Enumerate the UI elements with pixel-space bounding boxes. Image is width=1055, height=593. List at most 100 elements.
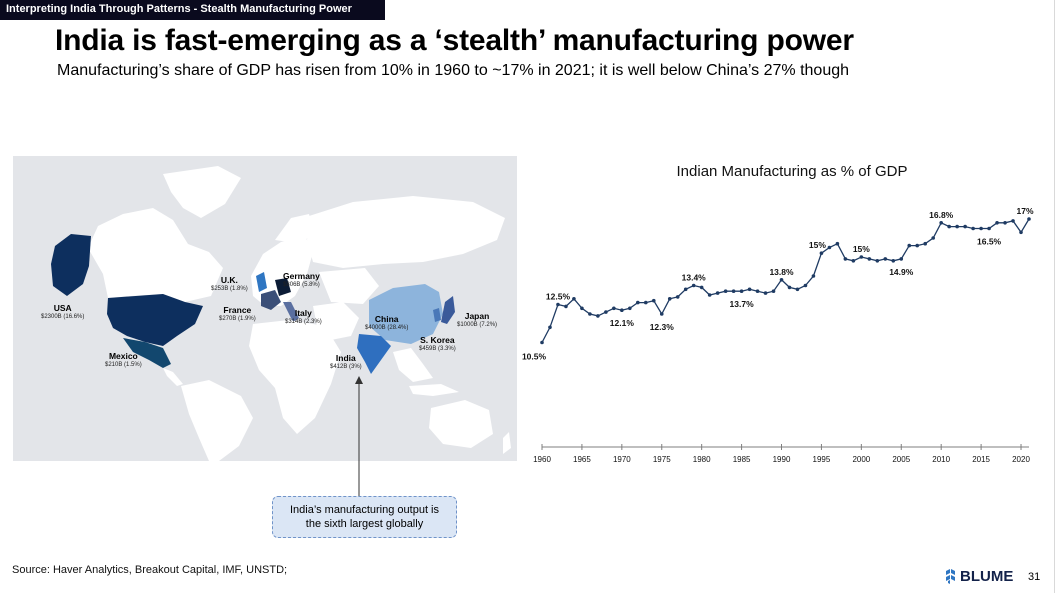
data-point: [971, 226, 975, 231]
label-india: India $412B (3%): [330, 353, 362, 370]
france-shape: [261, 290, 281, 310]
data-point: [931, 236, 935, 240]
central-asia-shape: [319, 268, 379, 304]
data-point: [667, 297, 672, 301]
data-point: [540, 340, 544, 345]
data-label: 17%: [1016, 206, 1033, 216]
mexico-shape: [123, 338, 171, 368]
japan-shape: [441, 296, 455, 324]
data-point: [580, 306, 584, 311]
data-point: [899, 257, 904, 261]
data-point: [699, 285, 704, 290]
data-point: [875, 259, 880, 263]
x-tick-label: 1980: [693, 455, 711, 464]
data-point: [779, 278, 784, 282]
russia-shape: [307, 196, 505, 268]
data-point: [723, 289, 728, 293]
label-italy: Italy $314B (2.3%): [285, 308, 322, 325]
data-label: 12.1%: [610, 318, 635, 328]
data-point: [827, 245, 832, 250]
x-tick-label: 1995: [813, 455, 831, 464]
brand-logo: BLUME: [944, 568, 1013, 585]
middle-east-shape: [313, 302, 359, 340]
data-point: [659, 312, 664, 316]
data-point: [835, 241, 840, 246]
data-point: [691, 283, 696, 288]
data-label: 16.5%: [977, 237, 1002, 247]
new-zealand-shape: [503, 432, 511, 454]
data-point: [707, 293, 712, 297]
data-point: [811, 274, 816, 278]
india-callout: India’s manufacturing output is the sixt…: [272, 496, 457, 538]
alaska-shape: [51, 234, 91, 296]
x-tick-label: 1970: [613, 455, 631, 464]
data-point: [979, 226, 983, 231]
data-point: [987, 226, 991, 231]
data-point: [923, 241, 928, 246]
data-point: [572, 297, 576, 301]
data-point: [867, 257, 872, 261]
data-label: 15%: [809, 240, 826, 250]
data-label: 13.8%: [769, 267, 794, 277]
data-point: [907, 243, 912, 248]
label-uk: U.K. $253B (1.8%): [211, 275, 248, 292]
data-point: [843, 257, 848, 261]
label-skorea: S. Korea $459B (3.3%): [419, 335, 456, 352]
callout-line-2: the sixth largest globally: [305, 518, 424, 530]
data-point: [915, 243, 920, 248]
data-point: [947, 224, 951, 229]
data-point: [859, 255, 864, 259]
world-map: USA $2300B (16.6%) Mexico $210B (1.5%) U…: [13, 156, 517, 461]
callout-arrow: [355, 376, 363, 496]
x-tick-label: 1975: [653, 455, 671, 464]
greenland-shape: [163, 166, 241, 218]
data-point: [883, 257, 888, 261]
page-number: 31: [1028, 571, 1041, 583]
data-point: [715, 291, 720, 295]
data-point: [803, 283, 808, 288]
label-france: France $270B (1.9%): [219, 305, 256, 322]
india-shape: [357, 334, 391, 374]
blume-logo-icon: [946, 569, 955, 584]
data-point: [588, 312, 592, 316]
usa-shape: [107, 294, 203, 346]
data-point: [604, 310, 608, 314]
x-tick-label: 2010: [932, 455, 950, 464]
data-point: [651, 298, 656, 303]
data-point: [620, 308, 624, 312]
data-point: [612, 306, 616, 311]
x-tick-label: 2020: [1012, 455, 1030, 464]
data-label: 13.4%: [682, 273, 707, 283]
series-tag: Interpreting India Through Patterns - St…: [0, 0, 385, 20]
data-point: [763, 291, 768, 295]
data-point: [628, 306, 632, 311]
indonesia-shape: [409, 384, 459, 396]
x-tick-label: 2015: [972, 455, 990, 464]
label-japan: Japan $1000B (7.2%): [457, 311, 498, 328]
data-point: [995, 221, 999, 225]
data-point: [564, 304, 568, 309]
data-point: [739, 289, 744, 293]
label-mexico: Mexico $210B (1.5%): [105, 351, 142, 368]
data-point: [1019, 230, 1023, 235]
germany-shape: [275, 278, 291, 296]
x-tick-label: 1990: [773, 455, 791, 464]
canada-shape: [88, 208, 223, 302]
x-tick-label: 1960: [533, 455, 551, 464]
china-shape: [369, 284, 443, 344]
label-china: China $4000B (28.4%): [365, 314, 409, 331]
data-label: 15%: [853, 244, 870, 254]
callout-line-1: India’s manufacturing output is: [290, 504, 439, 516]
source-note: Source: Haver Analytics, Breakout Capita…: [12, 564, 288, 576]
data-point: [755, 289, 760, 293]
data-point: [1027, 217, 1031, 221]
data-point: [955, 224, 959, 229]
data-label: 12.3%: [650, 322, 675, 332]
data-point: [819, 251, 824, 255]
data-label: 10.5%: [522, 352, 547, 362]
page-subtitle: Manufacturing’s share of GDP has risen f…: [57, 62, 850, 79]
world-map-shapes: [51, 166, 511, 461]
central-america-shape: [163, 368, 183, 386]
brand-name: BLUME: [960, 568, 1014, 585]
data-point: [675, 295, 680, 299]
